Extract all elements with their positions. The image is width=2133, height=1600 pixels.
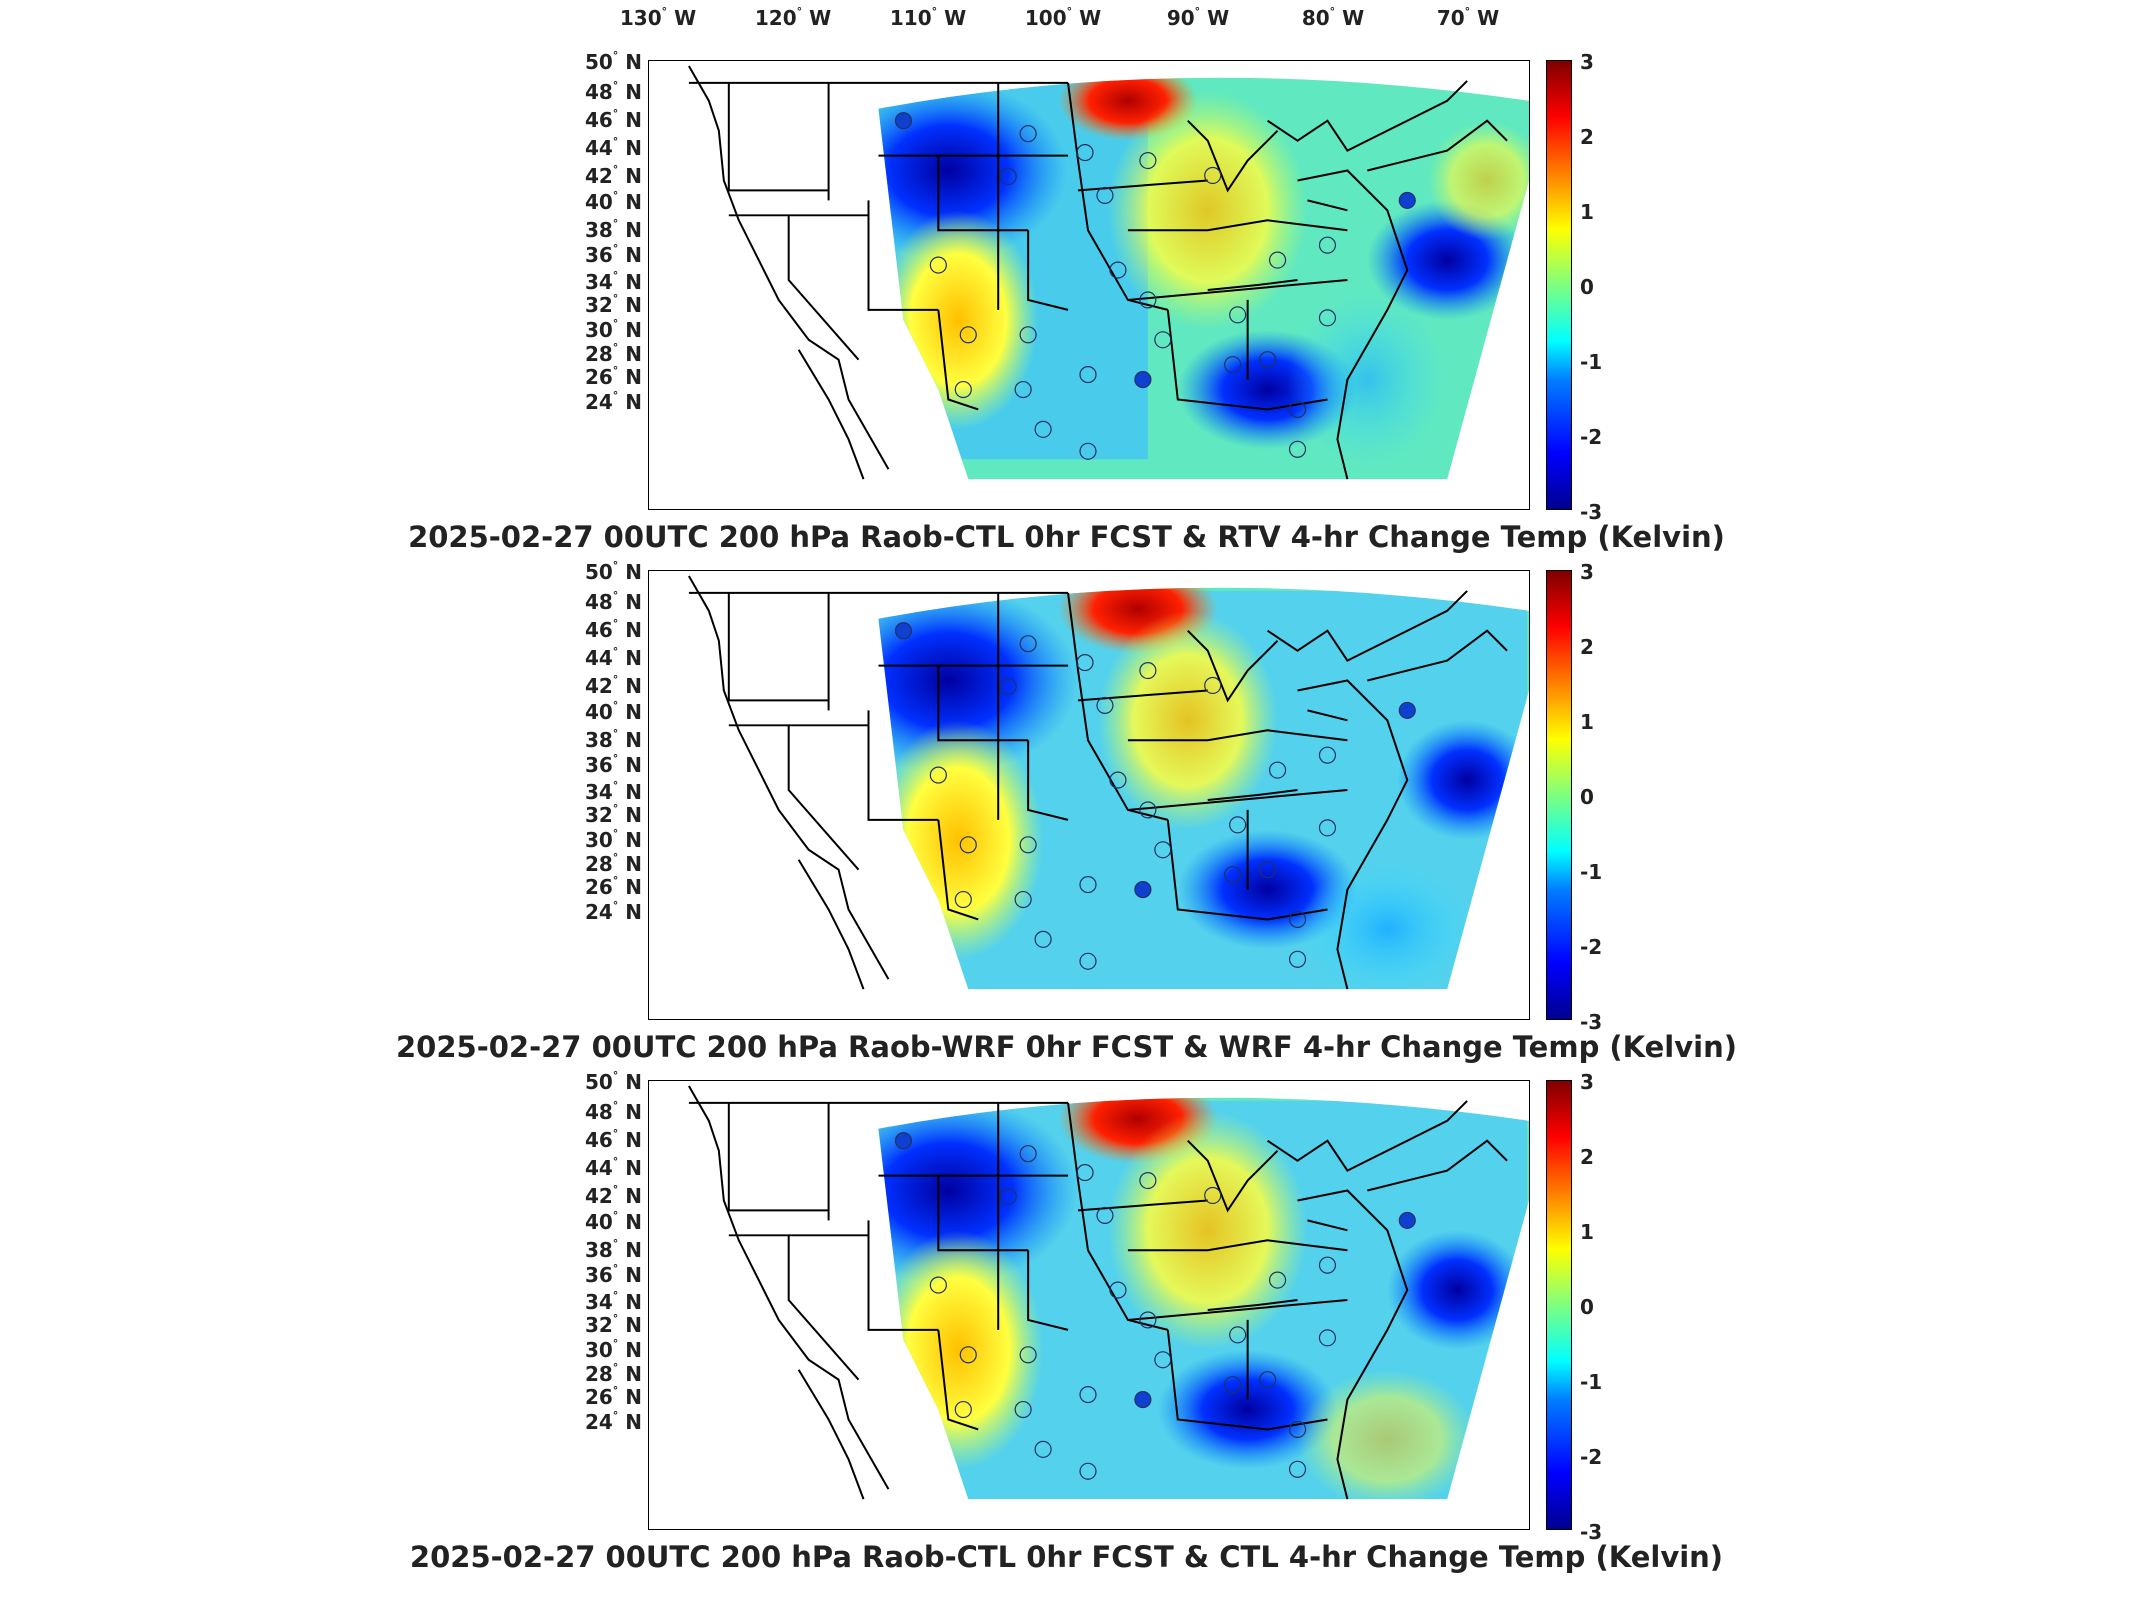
temperature-map	[649, 1081, 1529, 1529]
lon-label: 130° W	[619, 5, 697, 30]
lat-label: 28° N	[584, 1361, 642, 1386]
colorbar-tick: 1	[1580, 200, 1594, 224]
colorbar-tick: -1	[1580, 1370, 1603, 1394]
colorbar-tick: -2	[1580, 425, 1603, 449]
lat-label: 32° N	[584, 802, 642, 827]
lat-label: 26° N	[584, 364, 642, 389]
lat-label: 32° N	[584, 1312, 642, 1337]
lat-label: 44° N	[584, 135, 642, 160]
lat-label: 50° N	[584, 1069, 642, 1094]
lat-label: 40° N	[584, 699, 642, 724]
lat-label: 30° N	[584, 1337, 642, 1362]
lon-label: 70° W	[1436, 5, 1500, 30]
lat-label: 36° N	[584, 752, 642, 777]
panel-title: 2025-02-27 00UTC 200 hPa Raob-CTL 0hr FC…	[408, 520, 1725, 554]
lat-label: 46° N	[584, 1127, 642, 1152]
lon-label: 80° W	[1301, 5, 1365, 30]
lat-label: 34° N	[584, 779, 642, 804]
panel-title: 2025-02-27 00UTC 200 hPa Raob-CTL 0hr FC…	[409, 1540, 1724, 1574]
map-frame	[648, 60, 1530, 510]
colorbar-tick: 2	[1580, 1145, 1594, 1169]
lon-label: 90° W	[1166, 5, 1230, 30]
lat-label: 32° N	[584, 292, 642, 317]
lat-label: 44° N	[584, 645, 642, 670]
colorbar-tick: 3	[1580, 50, 1594, 74]
lat-label: 42° N	[584, 1183, 642, 1208]
colorbar-tick: -3	[1580, 1010, 1603, 1034]
lat-label: 28° N	[584, 341, 642, 366]
lat-label: 50° N	[584, 49, 642, 74]
lat-label: 48° N	[584, 589, 642, 614]
lat-label: 42° N	[584, 163, 642, 188]
map-frame	[648, 1080, 1530, 1530]
temperature-map	[649, 571, 1529, 1019]
lat-label: 46° N	[584, 617, 642, 642]
lat-label: 46° N	[584, 107, 642, 132]
colorbar-tick: -2	[1580, 935, 1603, 959]
lat-label: 26° N	[584, 1384, 642, 1409]
lat-label: 48° N	[584, 79, 642, 104]
colorbar-tick: 0	[1580, 1295, 1594, 1319]
colorbar	[1546, 570, 1572, 1020]
lat-label: 34° N	[584, 1289, 642, 1314]
colorbar-tick: 1	[1580, 1220, 1594, 1244]
lat-label: 24° N	[584, 899, 642, 924]
lat-label: 24° N	[584, 1409, 642, 1434]
colorbar-tick: 0	[1580, 275, 1594, 299]
lat-label: 48° N	[584, 1099, 642, 1124]
lat-label: 26° N	[584, 874, 642, 899]
lon-label: 120° W	[754, 5, 832, 30]
lat-label: 50° N	[584, 559, 642, 584]
colorbar-tick: 0	[1580, 785, 1594, 809]
lat-label: 40° N	[584, 1209, 642, 1234]
colorbar-tick: 2	[1580, 125, 1594, 149]
colorbar	[1546, 60, 1572, 510]
panel-title: 2025-02-27 00UTC 200 hPa Raob-WRF 0hr FC…	[395, 1030, 1737, 1064]
lat-label: 24° N	[584, 389, 642, 414]
lon-label: 100° W	[1024, 5, 1102, 30]
lat-label: 38° N	[584, 727, 642, 752]
lat-label: 38° N	[584, 1237, 642, 1262]
colorbar-tick: -3	[1580, 500, 1603, 524]
colorbar-tick: -3	[1580, 1520, 1603, 1544]
temperature-map	[649, 61, 1529, 509]
colorbar	[1546, 1080, 1572, 1530]
colorbar-tick: 2	[1580, 635, 1594, 659]
lat-label: 28° N	[584, 851, 642, 876]
lat-label: 40° N	[584, 189, 642, 214]
colorbar-tick: -1	[1580, 860, 1603, 884]
lat-label: 30° N	[584, 317, 642, 342]
colorbar-tick: -1	[1580, 350, 1603, 374]
colorbar-tick: -2	[1580, 1445, 1603, 1469]
colorbar-tick: 3	[1580, 1070, 1594, 1094]
map-frame	[648, 570, 1530, 1020]
colorbar-tick: 1	[1580, 710, 1594, 734]
lat-label: 44° N	[584, 1155, 642, 1180]
lat-label: 36° N	[584, 1262, 642, 1287]
lat-label: 36° N	[584, 242, 642, 267]
colorbar-tick: 3	[1580, 560, 1594, 584]
lat-label: 42° N	[584, 673, 642, 698]
lat-label: 30° N	[584, 827, 642, 852]
lat-label: 34° N	[584, 269, 642, 294]
lat-label: 38° N	[584, 217, 642, 242]
lon-label: 110° W	[889, 5, 967, 30]
